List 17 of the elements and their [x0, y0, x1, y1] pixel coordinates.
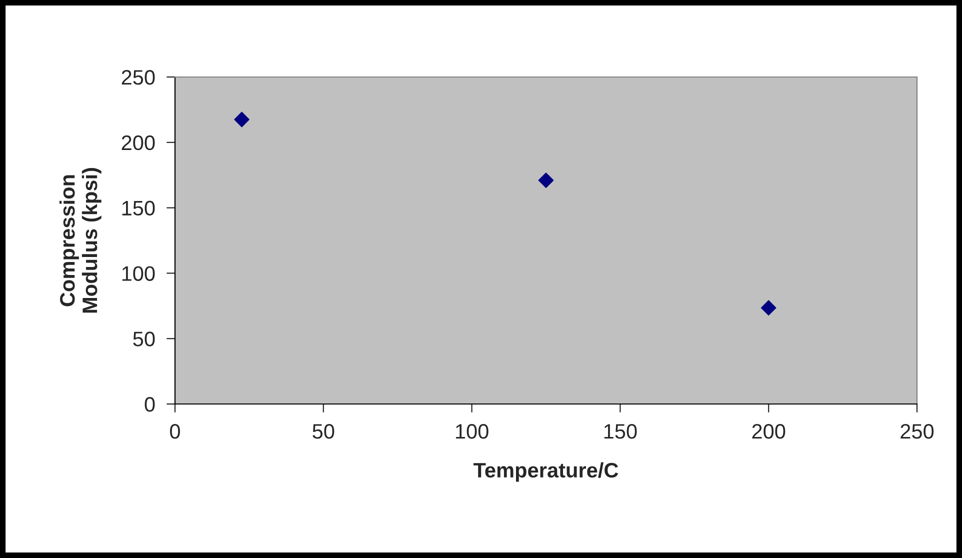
x-tick-label: 250 — [900, 424, 934, 439]
x-axis-title: Temperature/C — [473, 462, 618, 482]
y-axis-title: Compression Modulus (kpsi) — [59, 168, 102, 313]
x-tick-label: 50 — [312, 424, 334, 439]
y-tick-label: 250 — [122, 70, 155, 85]
y-tick-label: 0 — [144, 397, 155, 412]
point — [538, 172, 554, 188]
y-tick-label: 150 — [122, 200, 155, 216]
point — [234, 112, 250, 128]
x-tick-label: 200 — [752, 424, 786, 439]
y-tick-label: 100 — [122, 266, 155, 281]
y-tick-label: 50 — [133, 332, 155, 346]
y-tick-label: 200 — [122, 135, 155, 150]
x-tick-label: 150 — [604, 424, 637, 439]
x-tick-label: 0 — [170, 424, 180, 439]
point — [760, 300, 776, 316]
x-tick-label: 100 — [456, 424, 488, 439]
